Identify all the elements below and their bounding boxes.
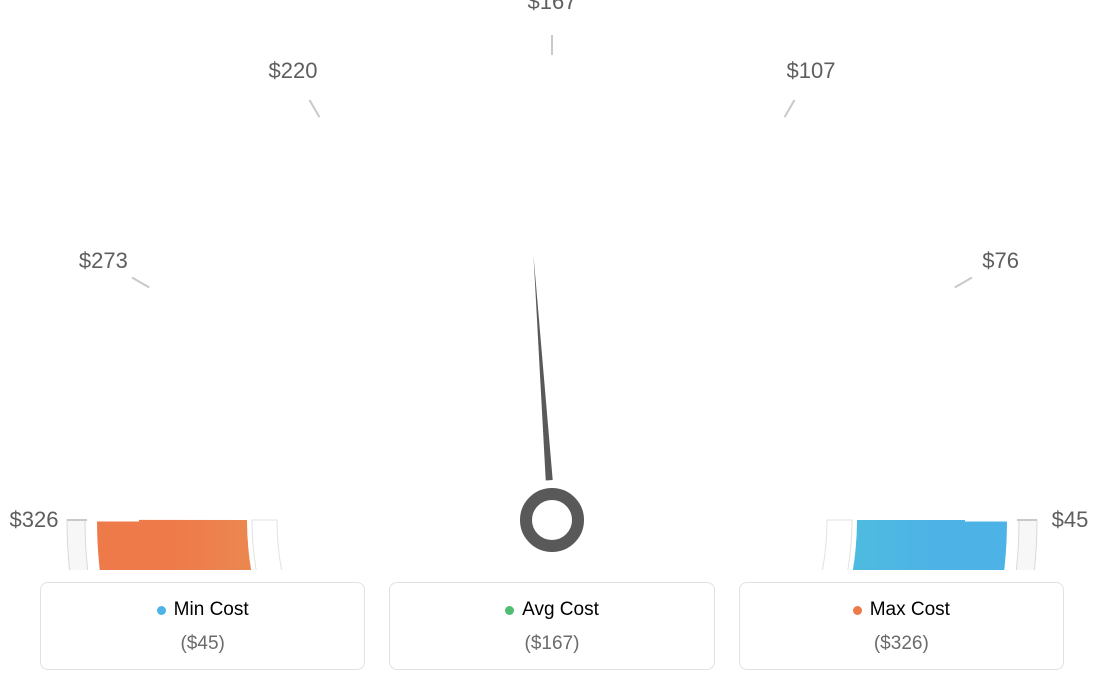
legend-value-avg: ($167) — [402, 633, 701, 655]
legend-row: Min Cost ($45) Avg Cost ($167) Max Cost … — [40, 582, 1064, 670]
cost-gauge-chart: $45 $76 $107 $167 $220 $273 $326 Min Cost ($45… — [0, 0, 1104, 690]
scale-label: $76 — [982, 248, 1019, 274]
legend-title-max: Max Cost — [853, 599, 950, 621]
scale-label: $220 — [269, 58, 318, 84]
legend-card-min: Min Cost ($45) — [40, 582, 365, 670]
scale-label: $326 — [10, 507, 59, 533]
legend-title-avg: Avg Cost — [505, 599, 599, 621]
gauge-area: $45$76$107$167$220$273$326 — [0, 10, 1104, 570]
legend-value-max: ($326) — [752, 633, 1051, 655]
gauge-svg — [0, 10, 1104, 570]
legend-dot-max — [853, 606, 862, 615]
legend-dot-avg — [505, 606, 514, 615]
legend-dot-min — [157, 606, 166, 615]
scale-label: $167 — [528, 0, 577, 15]
legend-label-min: Min Cost — [174, 599, 249, 621]
legend-value-min: ($45) — [53, 633, 352, 655]
legend-label-avg: Avg Cost — [522, 599, 599, 621]
legend-label-max: Max Cost — [870, 599, 950, 621]
legend-card-max: Max Cost ($326) — [739, 582, 1064, 670]
scale-label: $45 — [1052, 507, 1089, 533]
scale-label: $107 — [787, 58, 836, 84]
legend-card-avg: Avg Cost ($167) — [389, 582, 714, 670]
legend-title-min: Min Cost — [157, 599, 249, 621]
scale-label: $273 — [79, 248, 128, 274]
